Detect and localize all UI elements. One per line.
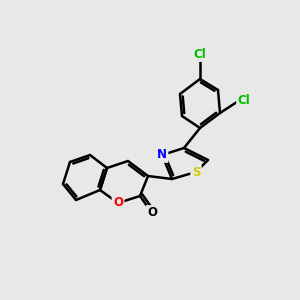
Text: S: S	[192, 166, 200, 178]
Text: Cl: Cl	[238, 94, 250, 106]
Text: N: N	[157, 148, 167, 161]
Text: Cl: Cl	[194, 47, 206, 61]
Text: O: O	[147, 206, 157, 220]
Text: O: O	[113, 196, 123, 209]
